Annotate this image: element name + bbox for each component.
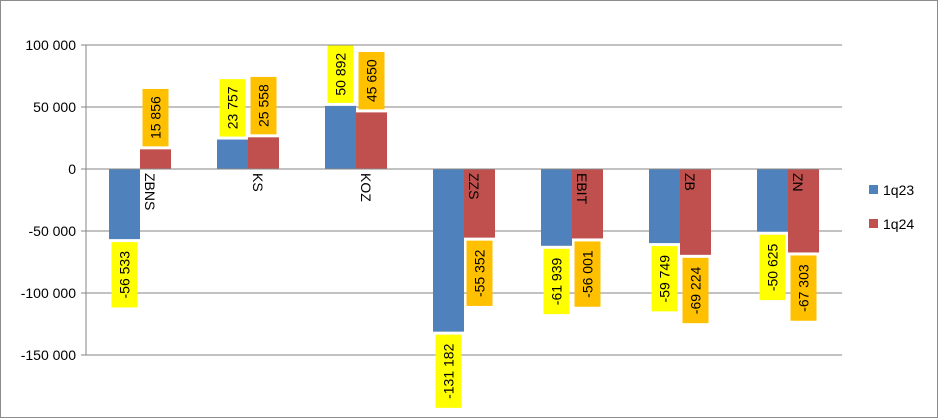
data-label: -61 939 <box>549 258 565 306</box>
data-label-box <box>759 234 786 301</box>
bar-1q23-KOZ <box>325 105 356 169</box>
bar-1q24-ZN <box>788 169 819 253</box>
y-tick-label: -100 000 <box>21 285 76 301</box>
bar-1q24-KOZ <box>356 112 387 169</box>
y-tick-label: -150 000 <box>21 347 76 363</box>
bar-1q23-ZN <box>757 169 788 232</box>
bar-1q24-ZB <box>680 169 711 255</box>
data-label-box <box>466 240 493 306</box>
data-label: 25 558 <box>256 84 272 127</box>
category-label: ZB <box>682 173 698 191</box>
bar-1q23-ZB <box>649 169 680 244</box>
data-label-box <box>219 79 246 137</box>
data-label: 50 892 <box>333 53 349 96</box>
data-label: -56 001 <box>580 250 596 298</box>
y-tick-label: 0 <box>68 161 76 177</box>
bar-1q23-KS <box>217 139 248 169</box>
data-label-box <box>142 88 169 147</box>
legend-swatch-1q24 <box>869 219 878 228</box>
bar-1q23-ZZS <box>433 169 464 332</box>
data-label: -55 352 <box>472 249 488 297</box>
legend-swatch-1q23 <box>869 185 878 194</box>
bar-1q24-KS <box>248 137 279 169</box>
bar-1q24-EBIT <box>572 169 603 239</box>
data-label-box <box>358 51 385 110</box>
category-label: EBIT <box>574 173 590 205</box>
bar-1q24-ZZS <box>464 169 495 238</box>
legend-label: 1q24 <box>883 216 914 232</box>
category-label: ZBNS <box>142 173 158 210</box>
bar-1q23-ZBNS <box>109 169 140 240</box>
data-label-box <box>327 45 354 103</box>
data-label: -56 533 <box>117 251 133 299</box>
data-label-box <box>250 76 277 135</box>
data-label-box <box>651 246 678 312</box>
data-label-box <box>790 255 817 321</box>
data-label: 23 757 <box>225 86 241 129</box>
y-tick-label: 100 000 <box>25 37 76 53</box>
category-label: KOZ <box>358 173 374 202</box>
category-label: KS <box>250 173 266 192</box>
data-label: -69 224 <box>688 267 704 315</box>
data-label: -67 303 <box>796 264 812 312</box>
legend-label: 1q23 <box>883 182 914 198</box>
data-label-box <box>543 248 570 315</box>
data-label: 45 650 <box>364 59 380 102</box>
category-label: ZN <box>790 173 806 192</box>
y-tick-label: 50 000 <box>33 99 76 115</box>
bar-1q23-EBIT <box>541 169 572 246</box>
bar-1q24-ZBNS <box>140 149 171 169</box>
data-label-box <box>111 242 138 308</box>
data-label: 15 856 <box>148 96 164 139</box>
data-label-box <box>682 257 709 324</box>
category-label: ZZS <box>466 173 482 199</box>
data-label-box <box>435 334 462 408</box>
data-label: -131 182 <box>441 343 457 398</box>
data-label-box <box>574 241 601 307</box>
data-label: -50 625 <box>765 243 781 291</box>
data-label: -59 749 <box>657 255 673 303</box>
y-tick-label: -50 000 <box>29 223 77 239</box>
